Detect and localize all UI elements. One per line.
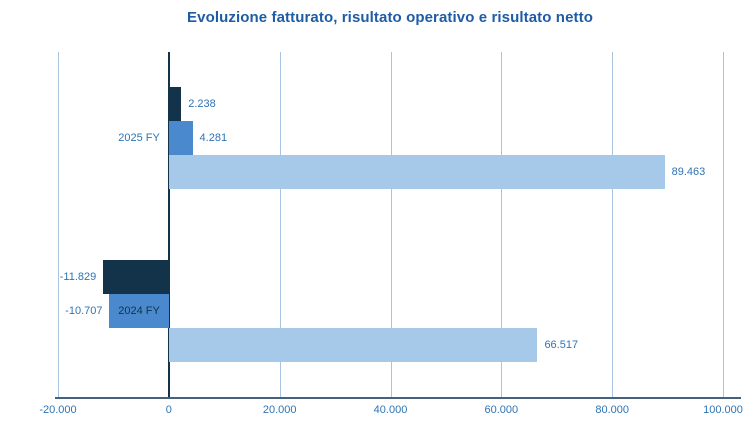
axis-tick-label: 60.000: [484, 404, 519, 416]
value-label: 66.517: [544, 338, 579, 351]
value-label: -10.707: [65, 304, 103, 317]
value-label: 89.463: [671, 166, 706, 179]
gridline: [279, 52, 281, 397]
zero-axis-line: [167, 52, 170, 397]
bar-risultato-netto[interactable]: [103, 259, 169, 294]
category-label[interactable]: 2024 FY: [118, 304, 160, 317]
bar-fatturato[interactable]: [168, 327, 538, 362]
gridline: [501, 52, 503, 397]
value-label: -11.829: [59, 270, 97, 283]
bar-risultato-netto[interactable]: [168, 87, 182, 122]
category-label[interactable]: 2025 FY: [118, 132, 160, 145]
bar-fatturato[interactable]: [168, 155, 665, 190]
gridline: [723, 52, 724, 397]
value-label: 2.238: [188, 98, 216, 111]
bar-risultato-operativo[interactable]: [168, 121, 193, 156]
gridline: [58, 52, 59, 397]
axis-tick-label: 0: [165, 404, 172, 416]
gridline: [612, 52, 614, 397]
axis-tick-label: 100.000: [703, 404, 743, 416]
chart-title: Evoluzione fatturato, risultato operativ…: [187, 9, 593, 26]
axis-tick-label: 20.000: [262, 404, 297, 416]
axis-tick-label: -20.000: [39, 404, 77, 416]
gridline: [390, 52, 392, 397]
axis-tick-label: 40.000: [373, 404, 408, 416]
x-axis-line: [55, 397, 741, 399]
axis-tick-label: 80.000: [595, 404, 629, 416]
bar-risultato-operativo[interactable]: [109, 293, 169, 328]
value-label: 4.281: [199, 132, 228, 145]
